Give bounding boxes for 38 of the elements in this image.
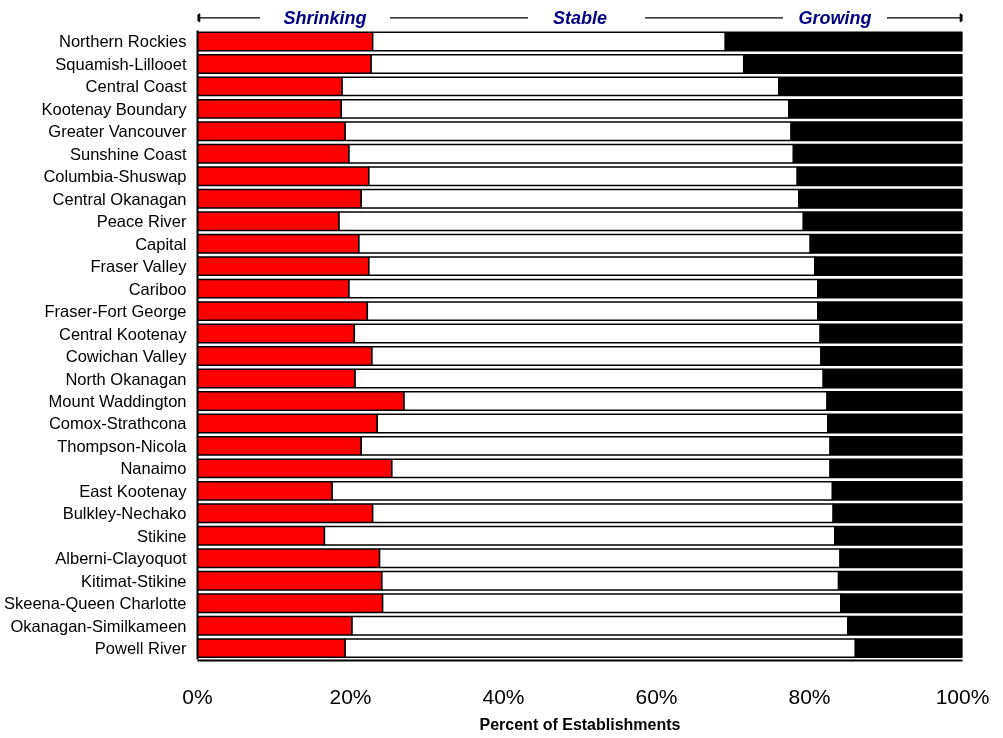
x-tick-label: 40% (482, 684, 525, 708)
x-tick-label: 0% (182, 684, 213, 708)
y-tick-label: Peace River (96, 212, 188, 231)
y-tick-label: Sunshine Coast (70, 144, 187, 163)
y-tick-label: Comox-Strathcona (48, 414, 188, 433)
y-tick-label: Stikine (136, 526, 187, 545)
y-tick-label: Northern Rockies (59, 32, 187, 51)
x-tick-label: 100% (935, 684, 990, 708)
y-tick-label: Central Kootenay (59, 324, 188, 343)
y-tick-label: Mount Waddington (48, 391, 187, 410)
y-tick-label: Cowichan Valley (65, 347, 188, 366)
series-label: Stable (552, 7, 608, 28)
x-tick-label: 60% (635, 684, 678, 708)
series-label: Growing (798, 7, 872, 28)
y-tick-label: Bulkley-Nechako (62, 504, 187, 523)
y-tick-label: North Okanagan (65, 369, 187, 388)
y-tick-label: Fraser-Fort George (44, 302, 187, 321)
y-tick-label: Central Coast (85, 77, 187, 96)
x-tick-label: 80% (788, 684, 831, 708)
y-tick-label: Nanaimo (120, 459, 187, 478)
y-tick-label: Columbia-Shuswap (43, 167, 187, 186)
y-tick-label: Thompson-Nicola (57, 436, 188, 455)
y-tick-label: Kootenay Boundary (41, 99, 188, 118)
y-tick-label: Okanagan-Similkameen (10, 616, 187, 635)
y-tick-label: Squamish-Lillooet (55, 54, 187, 73)
y-tick-label: East Kootenay (79, 481, 188, 500)
y-tick-label: Cariboo (128, 279, 187, 298)
y-tick-label: Skeena-Queen Charlotte (3, 594, 187, 613)
y-tick-label: Fraser Valley (90, 257, 188, 276)
y-tick-label: Kitimat-Stikine (81, 571, 187, 590)
x-axis-title: Percent of Establishments (479, 715, 681, 733)
y-tick-label: Alberni-Clayoquot (55, 549, 187, 568)
legend-label: Shrinking (283, 7, 367, 28)
y-tick-label: Greater Vancouver (48, 122, 188, 141)
x-tick-label: 20% (329, 684, 372, 708)
y-tick-label: Capital (135, 234, 187, 253)
y-tick-label: Central Okanagan (52, 189, 187, 208)
y-tick-label: Powell River (94, 639, 188, 658)
